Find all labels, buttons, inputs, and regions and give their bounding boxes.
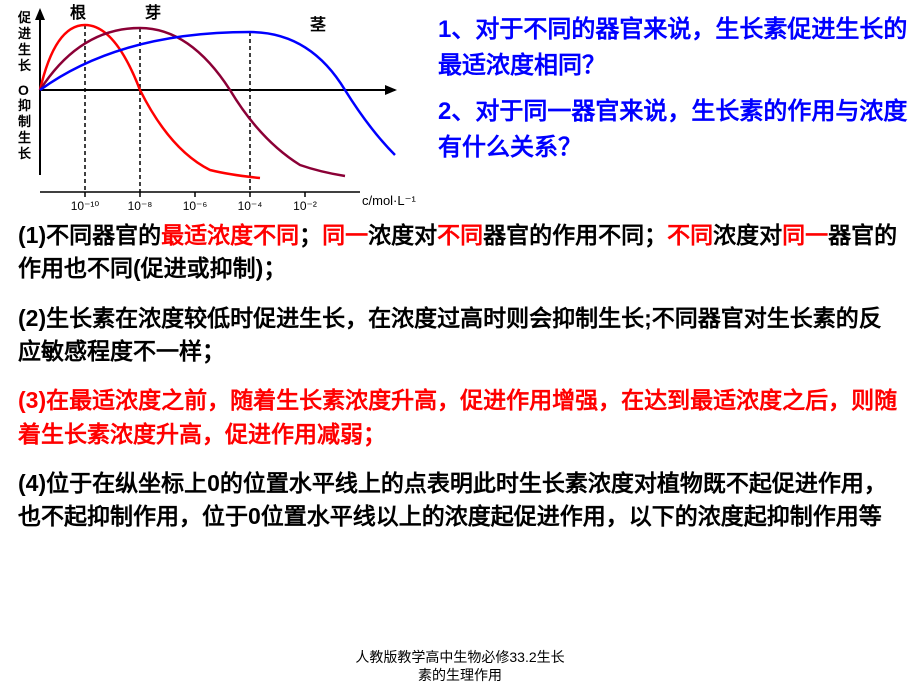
svg-text:长: 长 (18, 58, 32, 73)
svg-text:c/mol·L⁻¹: c/mol·L⁻¹ (362, 193, 416, 208)
svg-text:生: 生 (18, 42, 31, 57)
svg-text:10⁻²: 10⁻² (293, 199, 317, 213)
svg-text:茎: 茎 (310, 16, 326, 34)
footer-line-2: 素的生理作用 (418, 667, 502, 683)
svg-text:10⁻¹⁰: 10⁻¹⁰ (71, 199, 100, 213)
svg-text:抑: 抑 (18, 98, 31, 113)
svg-text:生: 生 (18, 130, 31, 145)
svg-text:长: 长 (18, 146, 32, 161)
paragraph-4: (4)位于在纵坐标上0的位置水平线上的点表明此时生长素浓度对植物既不起促进作用，… (18, 467, 900, 534)
svg-text:进: 进 (18, 26, 31, 41)
svg-text:芽: 芽 (145, 3, 161, 22)
footer-line-1: 人教版教学高中生物必修33.2生长 (355, 649, 564, 665)
svg-text:促: 促 (17, 10, 32, 25)
content-block: (1)不同器官的最适浓度不同；同一浓度对不同器官的作用不同；不同浓度对同一器官的… (0, 215, 920, 534)
svg-text:10⁻⁶: 10⁻⁶ (183, 199, 208, 213)
svg-text:10⁻⁸: 10⁻⁸ (128, 199, 153, 213)
question-2: 2、对于同一器官来说，生长素的作用与浓度有什么关系？ (438, 94, 910, 166)
svg-text:O: O (18, 82, 29, 98)
footer-text: 人教版教学高中生物必修33.2生长 素的生理作用 (0, 648, 920, 684)
questions-block: 1、对于不同的器官来说，生长素促进生长的最适浓度相同？ 2、对于同一器官来说，生… (430, 0, 920, 215)
svg-text:10⁻⁴: 10⁻⁴ (238, 199, 263, 213)
paragraph-3: (3)在最适浓度之前，随着生长素浓度升高，促进作用增强，在达到最适浓度之后，则随… (18, 384, 900, 451)
question-1: 1、对于不同的器官来说，生长素促进生长的最适浓度相同？ (438, 12, 910, 84)
paragraph-2: (2)生长素在浓度较低时促进生长，在浓度过高时则会抑制生长;不同器官对生长素的反… (18, 302, 900, 369)
paragraph-1: (1)不同器官的最适浓度不同；同一浓度对不同器官的作用不同；不同浓度对同一器官的… (18, 219, 900, 286)
svg-text:根: 根 (70, 3, 86, 22)
auxin-chart: 促进生长O抑制生长根芽茎10⁻¹⁰10⁻⁸10⁻⁶10⁻⁴10⁻²c/mol·L… (0, 0, 430, 215)
svg-text:制: 制 (18, 114, 31, 129)
